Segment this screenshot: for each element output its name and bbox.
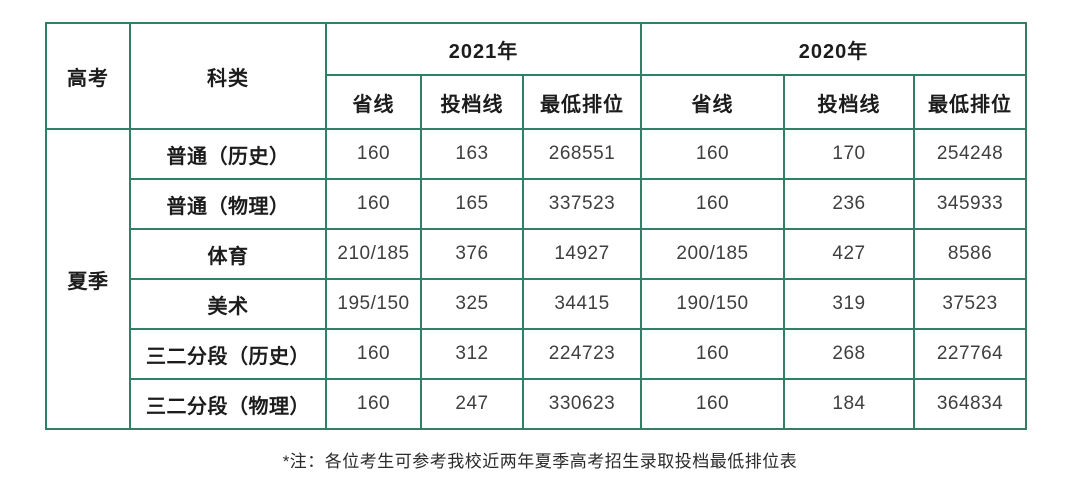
cell-value: 170 [783,128,916,180]
cell-value: 268 [783,328,916,380]
col-2021-lowest-rank: 最低排位 [521,74,643,130]
year-2020-header: 2020年 [640,22,1028,76]
cell-value: 163 [420,128,524,180]
cell-value: 165 [420,178,524,230]
cell-value: 236 [783,178,916,230]
cell-value: 268551 [521,128,643,180]
cell-value: 364834 [913,378,1028,430]
col-2020-admission-line: 投档线 [783,74,916,130]
row-category: 美术 [129,278,327,330]
cell-value: 160 [640,128,786,180]
cell-value: 195/150 [325,278,422,330]
cell-value: 160 [640,178,786,230]
cell-value: 247 [420,378,524,430]
row-category: 三二分段（历史） [129,328,327,380]
cell-value: 254248 [913,128,1028,180]
table-row: 体育 210/185 376 14927 200/185 427 8586 [46,228,1028,280]
col-2021-admission-line: 投档线 [420,74,524,130]
cell-value: 14927 [521,228,643,280]
cell-value: 160 [325,378,422,430]
cell-value: 227764 [913,328,1028,380]
row-category: 普通（历史） [129,128,327,180]
footnote: *注：各位考生可参考我校近两年夏季高考招生录取投档最低排位表 [282,452,798,471]
row-category: 体育 [129,228,327,280]
col-2021-province-line: 省线 [325,74,422,130]
cell-value: 34415 [521,278,643,330]
table-row: 三二分段（物理） 160 247 330623 160 184 364834 [46,378,1028,430]
col-2020-lowest-rank: 最低排位 [913,74,1028,130]
table-row: 美术 195/150 325 34415 190/150 319 37523 [46,278,1028,330]
cell-value: 337523 [521,178,643,230]
cell-value: 224723 [521,328,643,380]
cell-value: 427 [783,228,916,280]
cell-value: 160 [640,328,786,380]
cell-value: 8586 [913,228,1028,280]
row-category: 三二分段（物理） [129,378,327,430]
year-2021-header: 2021年 [324,22,643,76]
table-row: 夏季 普通（历史） 160 163 268551 160 170 254248 [45,128,1028,430]
category-header-cell: 科类 [129,22,327,130]
admission-score-table: 高考 科类 2021年 2020年 省线 投档线 最低排位 省线 投档线 最低排… [45,22,1028,430]
cell-value: 210/185 [325,228,422,280]
cell-value: 376 [420,228,524,280]
cell-value: 345933 [913,178,1028,230]
cell-value: 200/185 [640,228,786,280]
cell-value: 184 [783,378,916,430]
table-row: 普通（物理） 160 165 337523 160 236 345933 [46,178,1028,230]
cell-value: 160 [325,128,422,180]
col-2020-province-line: 省线 [640,74,786,130]
cell-value: 319 [783,278,916,330]
cell-value: 160 [325,328,422,380]
table-row: 三二分段（历史） 160 312 224723 160 268 227764 [46,328,1028,380]
cell-value: 37523 [913,278,1028,330]
cell-value: 190/150 [640,278,786,330]
cell-value: 160 [640,378,786,430]
cell-value: 160 [325,178,422,230]
exam-header-cell: 高考 [45,22,131,130]
cell-value: 325 [420,278,524,330]
season-label-cell: 夏季 [45,128,131,430]
cell-value: 330623 [521,378,643,430]
cell-value: 312 [420,328,524,380]
row-category: 普通（物理） [129,178,327,230]
